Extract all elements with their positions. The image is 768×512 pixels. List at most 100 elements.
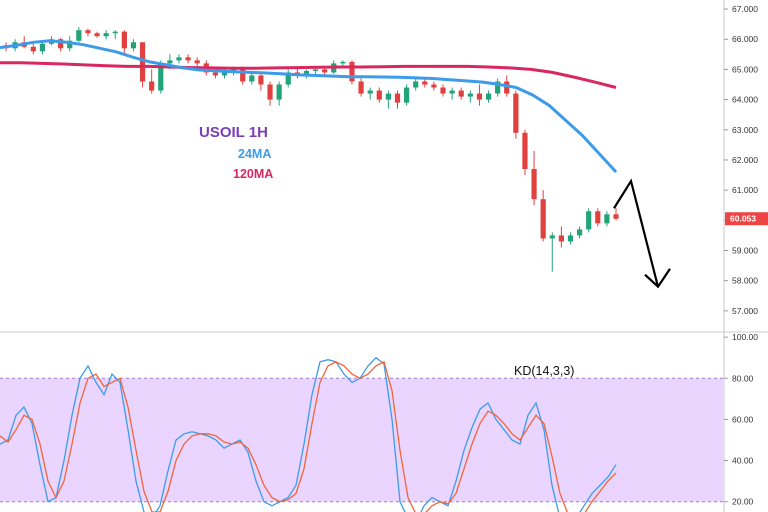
candle-body	[394, 93, 401, 103]
candle	[513, 90, 519, 139]
current-price-badge	[725, 212, 768, 226]
candle	[258, 72, 264, 91]
candle-body	[121, 31, 127, 49]
candle-body	[194, 60, 200, 64]
candle-body	[212, 72, 219, 76]
candlestick-series	[3, 27, 619, 272]
price-tick-label: 62.000	[732, 155, 758, 165]
kd-tick-label: 80.00	[732, 373, 754, 383]
candle	[394, 90, 401, 109]
candle-body	[476, 93, 483, 100]
candle	[194, 57, 200, 67]
candle	[349, 60, 355, 85]
candle-body	[312, 69, 319, 71]
candle-body	[139, 42, 146, 82]
candle	[558, 226, 564, 248]
candle-body	[540, 199, 546, 239]
candle-body	[458, 90, 464, 97]
candle-body	[103, 33, 109, 37]
candle-body	[431, 84, 437, 88]
candle-body	[30, 46, 36, 52]
candle-body	[440, 87, 446, 94]
candle-body	[567, 235, 574, 242]
chart-title: USOIL 1H	[199, 124, 268, 141]
candle	[604, 211, 610, 227]
candle	[422, 78, 428, 88]
candle	[267, 81, 273, 106]
candle-body	[285, 72, 291, 85]
kd-k-line	[0, 356, 617, 512]
candle-body	[558, 235, 564, 242]
candle	[567, 232, 574, 245]
kd-d-line	[0, 360, 617, 512]
candle-body	[576, 229, 583, 236]
candle	[176, 54, 182, 64]
candle	[576, 226, 583, 239]
price-tick-label: 58.000	[732, 276, 758, 286]
kd-tick-label: 20.00	[732, 497, 754, 507]
ma24-line	[0, 39, 618, 174]
candle-body	[240, 69, 246, 82]
candle-body	[112, 31, 118, 34]
price-tick-label: 59.000	[732, 246, 758, 256]
candle-body	[449, 90, 455, 94]
price-tick-label: 63.000	[732, 125, 758, 135]
candle	[285, 69, 291, 88]
candle	[112, 30, 118, 40]
candle-body	[467, 93, 473, 97]
candle-body	[185, 57, 191, 61]
candle-body	[485, 93, 492, 100]
candle	[440, 84, 446, 97]
candle-body	[322, 69, 328, 73]
candle-body	[422, 81, 428, 85]
candle-body	[522, 132, 528, 170]
current-price-label: 60.053	[730, 214, 756, 224]
candle-body	[130, 42, 137, 49]
candle	[549, 232, 555, 272]
price-axis-ticks: 57.00058.00059.00060.00061.00062.00063.0…	[724, 4, 758, 316]
candle	[595, 208, 601, 227]
candle-body	[221, 72, 228, 76]
candle-body	[58, 39, 64, 49]
candle	[522, 129, 528, 176]
candle	[103, 30, 109, 40]
candle-body	[376, 90, 382, 100]
kd-tick-label: 60.00	[732, 414, 754, 424]
ma120-label: 120MA	[233, 167, 273, 181]
price-tick-label: 67.000	[732, 4, 758, 14]
candle	[403, 84, 410, 106]
candle	[385, 90, 391, 109]
kd-lines	[0, 356, 617, 512]
candle-body	[258, 75, 264, 85]
candle-body	[303, 70, 310, 76]
candle-body	[367, 90, 373, 94]
kd-axis-ticks: 20.00 40.00 60.00 80.00 100.00	[724, 332, 758, 507]
candle	[540, 190, 546, 242]
candle-body	[85, 30, 91, 34]
candle	[413, 78, 419, 91]
candle	[185, 54, 191, 64]
kd-tick-label: 40.00	[732, 456, 754, 466]
price-tick-label: 64.000	[732, 95, 758, 105]
candle-body	[595, 211, 601, 224]
candle-body	[549, 235, 555, 239]
candle	[485, 90, 492, 103]
candle-body	[531, 169, 537, 200]
candle	[376, 87, 382, 103]
candle	[458, 87, 464, 100]
candle-body	[158, 63, 164, 91]
forecast-arrow	[613, 178, 660, 287]
candle-body	[385, 93, 391, 100]
candle	[367, 87, 373, 100]
candle-body	[349, 61, 355, 82]
candle-body	[249, 75, 255, 82]
candle-body	[176, 57, 182, 61]
candle	[476, 84, 483, 106]
candle-body	[586, 211, 592, 230]
candle-body	[613, 214, 619, 219]
candle	[613, 208, 619, 221]
candle-body	[340, 61, 346, 64]
candle-body	[267, 84, 273, 100]
candle	[495, 78, 501, 97]
